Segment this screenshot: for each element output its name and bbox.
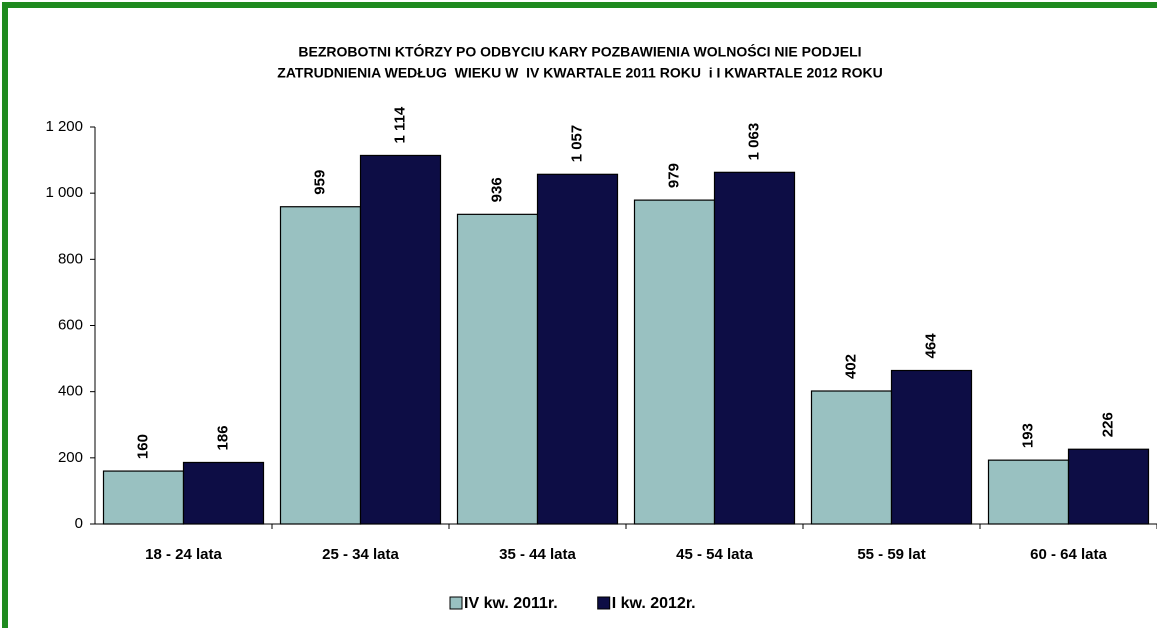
legend-swatch	[449, 596, 463, 610]
legend-label: I kw. 2012r.	[612, 595, 696, 612]
legend-swatch	[597, 596, 611, 610]
x-tick-label: 55 - 59 lat	[857, 546, 925, 563]
data-label: 464	[922, 333, 939, 359]
bar	[279, 206, 362, 525]
x-tick-label: 35 - 44 lata	[499, 546, 576, 563]
data-label: 936	[488, 177, 505, 202]
legend-label: IV kw. 2011r.	[464, 595, 558, 612]
bar	[536, 173, 619, 525]
x-tick-label: 45 - 54 lata	[676, 546, 753, 563]
bar	[810, 390, 893, 525]
chart-title: BEZROBOTNI KTÓRZY PO ODBYCIU KARY POZBAW…	[298, 43, 861, 60]
chart-title: ZATRUDNIENIA WEDŁUG WIEKU W IV KWARTALE …	[277, 65, 882, 81]
y-tick-label: 600	[58, 316, 83, 333]
bar	[890, 369, 973, 525]
y-tick-label: 0	[75, 515, 83, 532]
y-tick-label: 1 000	[45, 184, 83, 201]
data-label: 1 057	[568, 125, 585, 163]
data-label: 979	[665, 163, 682, 188]
bar	[713, 171, 796, 525]
y-tick-label: 400	[58, 383, 83, 400]
bar	[102, 470, 185, 525]
y-tick-label: 1 200	[45, 118, 83, 135]
y-tick-label: 200	[58, 449, 83, 466]
y-tick-label: 800	[58, 250, 83, 267]
x-tick-label: 60 - 64 lata	[1030, 546, 1107, 563]
bar	[633, 199, 716, 525]
bar	[182, 461, 265, 525]
bar	[987, 459, 1070, 525]
x-tick-label: 18 - 24 lata	[145, 546, 222, 563]
data-label: 1 114	[391, 106, 408, 143]
data-label: 1 063	[745, 123, 762, 161]
data-label: 186	[214, 425, 231, 450]
data-label: 226	[1099, 412, 1116, 437]
data-label: 193	[1019, 423, 1036, 448]
data-label: 402	[842, 354, 859, 379]
bar	[359, 154, 442, 525]
x-tick-label: 25 - 34 lata	[322, 546, 399, 563]
data-label: 160	[134, 434, 151, 459]
bar	[456, 213, 539, 525]
data-label: 959	[311, 170, 328, 195]
bar	[1067, 448, 1150, 525]
